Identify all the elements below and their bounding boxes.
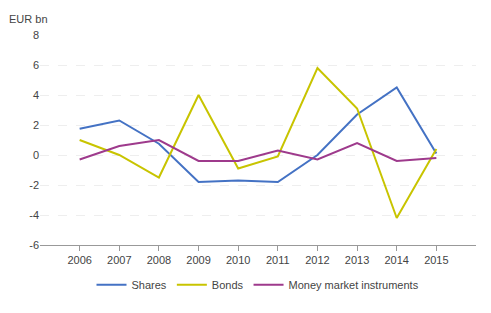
svg-text:EUR bn: EUR bn — [9, 13, 48, 25]
svg-text:2007: 2007 — [107, 254, 131, 266]
svg-text:6: 6 — [33, 59, 39, 71]
svg-text:2011: 2011 — [266, 254, 290, 266]
svg-text:2: 2 — [33, 119, 39, 131]
svg-text:2012: 2012 — [305, 254, 329, 266]
svg-text:-2: -2 — [29, 179, 39, 191]
svg-text:4: 4 — [33, 89, 39, 101]
svg-text:2006: 2006 — [67, 254, 91, 266]
svg-text:Money market instruments: Money market instruments — [289, 279, 419, 291]
svg-text:2014: 2014 — [384, 254, 408, 266]
svg-text:2013: 2013 — [345, 254, 369, 266]
svg-text:2010: 2010 — [226, 254, 250, 266]
svg-text:2015: 2015 — [424, 254, 448, 266]
svg-text:2008: 2008 — [147, 254, 171, 266]
svg-text:-6: -6 — [29, 239, 39, 251]
svg-text:0: 0 — [33, 149, 39, 161]
svg-text:Bonds: Bonds — [212, 279, 244, 291]
svg-text:-4: -4 — [29, 209, 39, 221]
svg-text:Shares: Shares — [132, 279, 167, 291]
svg-text:2009: 2009 — [186, 254, 210, 266]
svg-text:8: 8 — [33, 29, 39, 41]
